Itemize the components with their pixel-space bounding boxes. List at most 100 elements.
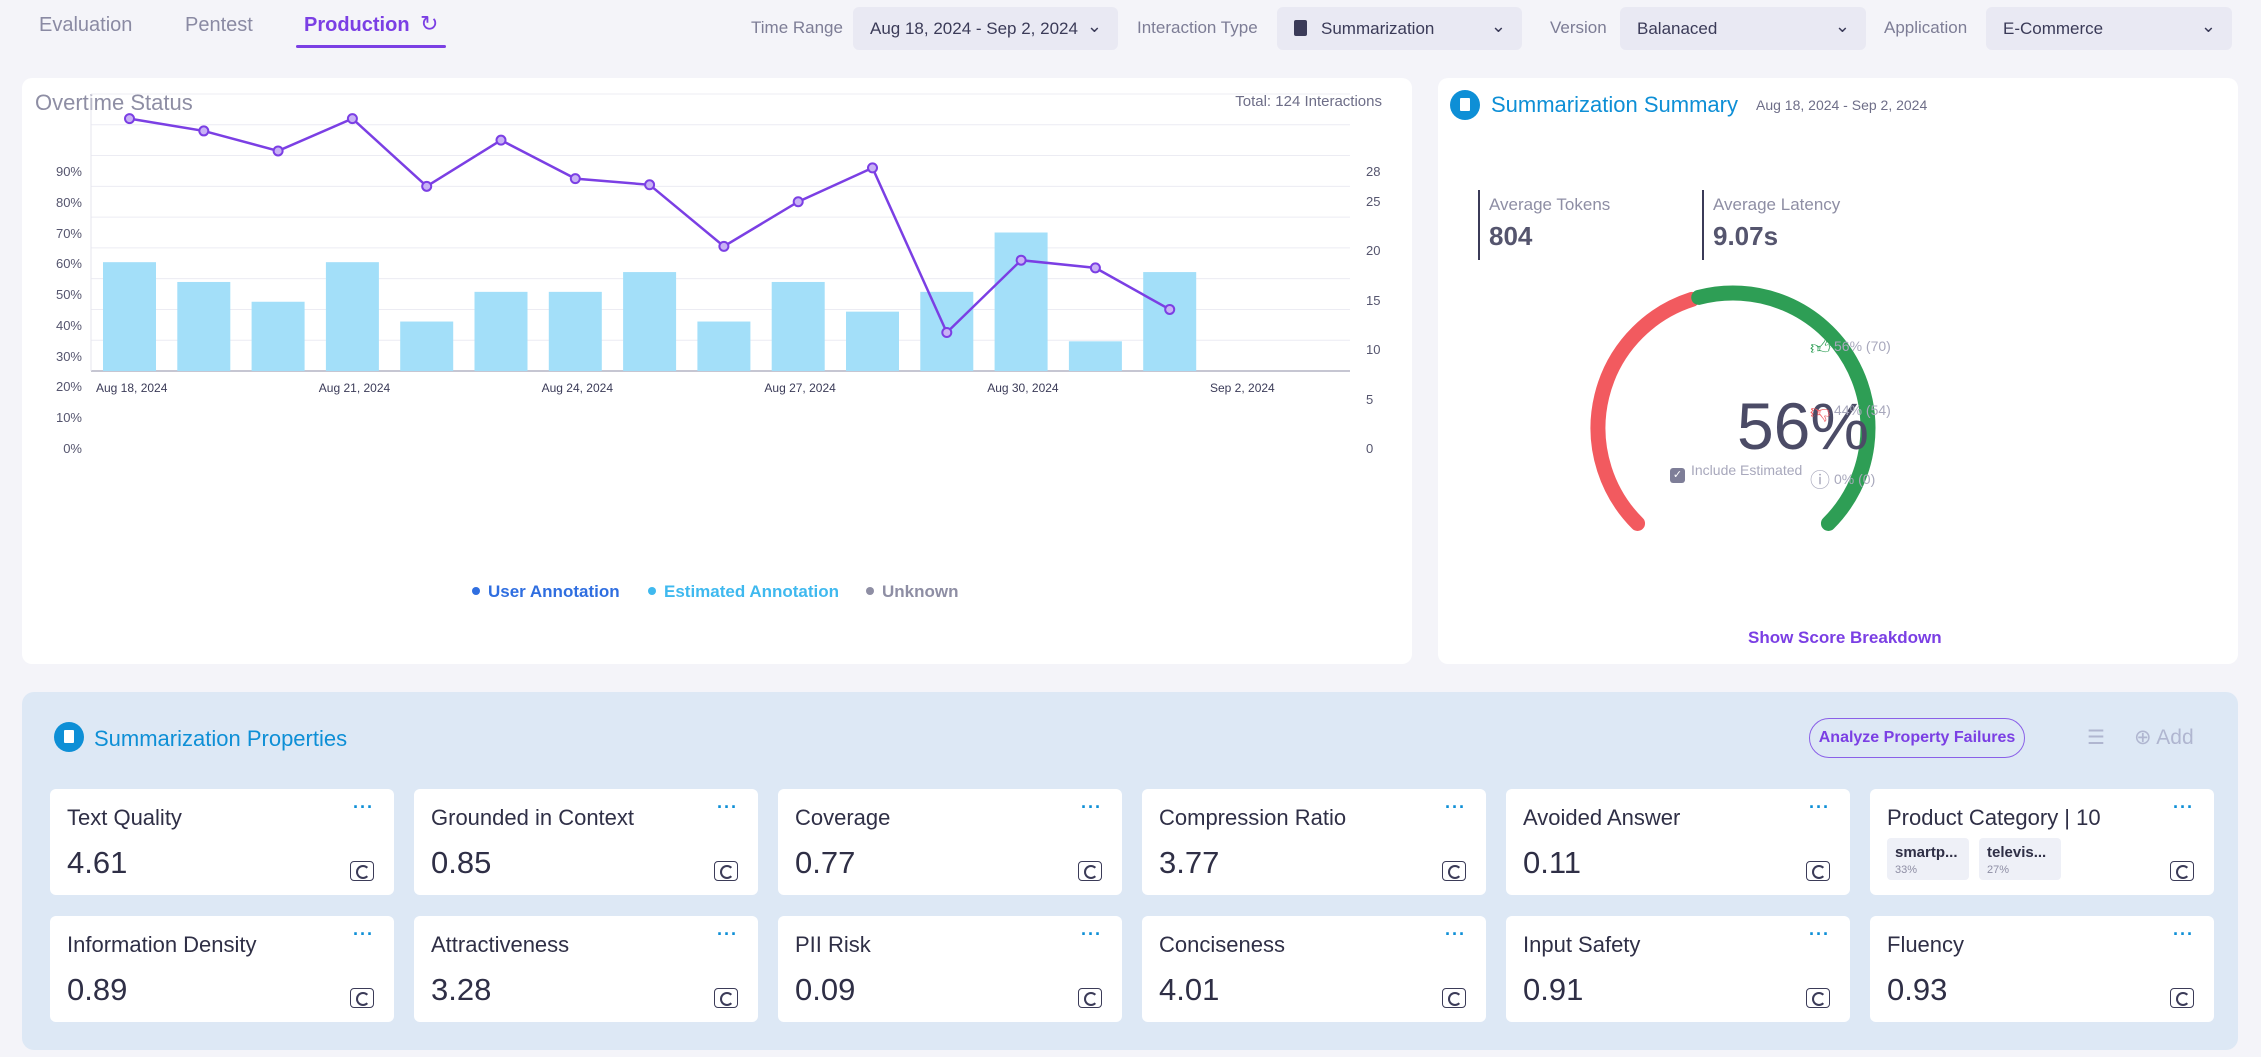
- property-type-icon: [1442, 861, 1466, 881]
- category-chip-percent: 33%: [1895, 864, 1918, 876]
- summarization-summary-card: Summarization Summary Aug 18, 2024 - Sep…: [1438, 78, 2238, 664]
- property-value: 0.91: [1523, 972, 1584, 1007]
- property-card[interactable]: Product Category | 10 ··· smartp... 33% …: [1870, 789, 2214, 895]
- property-card[interactable]: Fluency ··· 0.93: [1870, 916, 2214, 1022]
- interaction-type-select[interactable]: Summarization ⌄: [1277, 7, 1522, 50]
- line-point[interactable]: [718, 240, 730, 252]
- line-point[interactable]: [124, 113, 135, 125]
- legend-estimated-annotation[interactable]: Estimated Annotation: [648, 582, 839, 602]
- line-point[interactable]: [421, 180, 433, 192]
- show-score-breakdown-link[interactable]: Show Score Breakdown: [1748, 628, 1942, 647]
- document-icon: [1294, 20, 1307, 36]
- property-card[interactable]: Conciseness ··· 4.01: [1142, 916, 1486, 1022]
- chevron-down-icon: ⌄: [1086, 16, 1102, 36]
- category-chip-name: televis...: [1987, 844, 2047, 861]
- analyze-property-failures-button[interactable]: Analyze Property Failures: [1809, 718, 2025, 758]
- line-point[interactable]: [867, 162, 878, 174]
- legend-user-annotation[interactable]: User Annotation: [472, 582, 620, 602]
- refresh-icon[interactable]: ↻: [420, 11, 439, 36]
- property-card[interactable]: Coverage ··· 0.77: [778, 789, 1122, 895]
- filter-list-icon[interactable]: ☰: [2087, 727, 2105, 749]
- bar-estimated-annotation[interactable]: [771, 281, 825, 371]
- time-range-select[interactable]: Aug 18, 2024 - Sep 2, 2024 ⌄: [853, 7, 1118, 50]
- add-property-button[interactable]: ⊕ Add: [2134, 725, 2194, 750]
- tab-evaluation[interactable]: Evaluation: [39, 14, 133, 36]
- application-value: E-Commerce: [2003, 19, 2104, 38]
- line-point[interactable]: [1164, 303, 1176, 315]
- property-name: Attractiveness: [431, 932, 570, 957]
- tab-production[interactable]: Production: [304, 14, 410, 36]
- line-point[interactable]: [495, 134, 507, 146]
- more-options-icon[interactable]: ···: [1445, 797, 1466, 817]
- thumbs-down-icon: 👎︎: [1810, 401, 1831, 423]
- bar-estimated-annotation[interactable]: [994, 232, 1048, 372]
- version-label: Version: [1550, 18, 1607, 37]
- y-axis-right-tick: 25: [1366, 193, 1381, 209]
- bar-estimated-annotation[interactable]: [697, 321, 751, 371]
- bar-estimated-annotation[interactable]: [623, 272, 677, 371]
- tab-pentest[interactable]: Pentest: [185, 14, 253, 36]
- more-options-icon[interactable]: ···: [353, 797, 374, 817]
- line-point[interactable]: [644, 179, 656, 191]
- more-options-icon[interactable]: ···: [2173, 924, 2194, 944]
- property-card[interactable]: Information Density ··· 0.89: [50, 916, 394, 1022]
- line-point[interactable]: [198, 125, 210, 137]
- bar-estimated-annotation[interactable]: [325, 262, 379, 371]
- more-options-icon[interactable]: ···: [1081, 797, 1102, 817]
- application-select[interactable]: E-Commerce ⌄: [1986, 7, 2232, 50]
- more-options-icon[interactable]: ···: [1809, 797, 1830, 817]
- property-name: Compression Ratio: [1159, 805, 1347, 830]
- line-point[interactable]: [346, 113, 358, 125]
- more-options-icon[interactable]: ···: [1081, 924, 1102, 944]
- bar-estimated-annotation[interactable]: [103, 262, 156, 371]
- bar-estimated-annotation[interactable]: [177, 281, 231, 371]
- line-point[interactable]: [1015, 254, 1027, 266]
- category-chip[interactable]: televis... 27%: [1979, 838, 2061, 880]
- property-type-icon: [1806, 861, 1830, 881]
- more-options-icon[interactable]: ···: [717, 797, 738, 817]
- bar-estimated-annotation[interactable]: [400, 321, 454, 371]
- overtime-status-card: Overtime Status Total: 124 Interactions …: [22, 78, 1412, 664]
- more-options-icon[interactable]: ···: [2173, 797, 2194, 817]
- document-icon: [54, 722, 84, 752]
- more-options-icon[interactable]: ···: [717, 924, 738, 944]
- line-point[interactable]: [1089, 262, 1101, 274]
- property-type-icon: [1078, 988, 1102, 1008]
- good-stat: 👍︎ 56% (70): [1810, 336, 1891, 360]
- property-card[interactable]: PII Risk ··· 0.09: [778, 916, 1122, 1022]
- bar-estimated-annotation[interactable]: [1143, 272, 1197, 371]
- bar-estimated-annotation[interactable]: [548, 291, 602, 371]
- line-point[interactable]: [272, 145, 284, 157]
- category-chip[interactable]: smartp... 33%: [1887, 838, 1969, 880]
- property-value: 0.77: [795, 845, 856, 880]
- chevron-down-icon: ⌄: [1490, 16, 1506, 36]
- question-icon: ⓘ: [1810, 470, 1830, 492]
- bar-estimated-annotation[interactable]: [474, 291, 528, 371]
- property-card[interactable]: Attractiveness ··· 3.28: [414, 916, 758, 1022]
- property-card[interactable]: Input Safety ··· 0.91: [1506, 916, 1850, 1022]
- line-point[interactable]: [792, 196, 804, 208]
- bar-estimated-annotation[interactable]: [251, 301, 305, 371]
- line-point[interactable]: [941, 327, 953, 339]
- line-point[interactable]: [569, 173, 581, 185]
- bar-estimated-annotation[interactable]: [846, 311, 899, 371]
- property-card[interactable]: Text Quality ··· 4.61: [50, 789, 394, 895]
- bar-estimated-annotation[interactable]: [1068, 341, 1122, 371]
- y-axis-right-tick: 10: [1366, 342, 1381, 358]
- legend-unknown[interactable]: Unknown: [866, 582, 959, 602]
- more-options-icon[interactable]: ···: [1809, 924, 1830, 944]
- interaction-type-label: Interaction Type: [1137, 18, 1258, 37]
- property-card[interactable]: Compression Ratio ··· 3.77: [1142, 789, 1486, 895]
- property-card[interactable]: Grounded in Context ··· 0.85: [414, 789, 758, 895]
- property-card[interactable]: Avoided Answer ··· 0.11: [1506, 789, 1850, 895]
- thumbs-up-icon: 👍︎: [1810, 337, 1831, 359]
- version-select[interactable]: Balanaced ⌄: [1620, 7, 1866, 50]
- more-options-icon[interactable]: ···: [1445, 924, 1466, 944]
- property-type-icon: [714, 988, 738, 1008]
- include-estimated-checkbox[interactable]: ✓ Include Estimated: [1670, 462, 1802, 483]
- more-options-icon[interactable]: ···: [353, 924, 374, 944]
- average-tokens-label: Average Tokens: [1489, 195, 1611, 214]
- legend-label: User Annotation: [488, 582, 620, 601]
- y-axis-right-tick: 0: [1366, 441, 1374, 456]
- property-type-icon: [2170, 861, 2194, 881]
